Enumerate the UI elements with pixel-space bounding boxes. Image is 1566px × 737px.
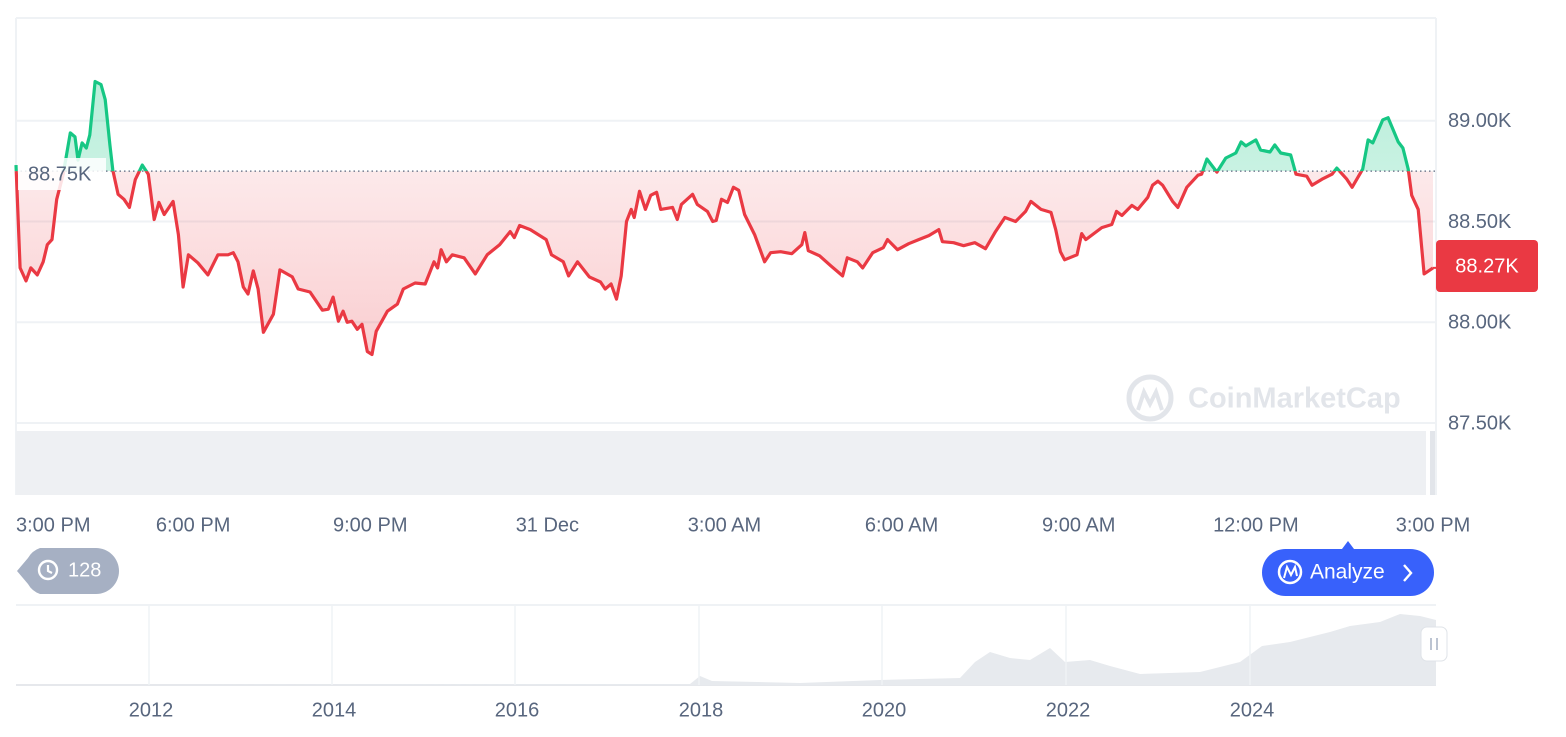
- analyze-icon: [1283, 564, 1298, 579]
- price-line-down: [14, 171, 1434, 357]
- analyze-label[interactable]: Analyze: [1310, 561, 1385, 584]
- navigator-label: 2020: [862, 699, 907, 721]
- navigator-label: 2014: [312, 699, 357, 721]
- grid: 87.50K 88.00K 88.50K 89.00K 3:00 PM 6:00 PM 9:…: [15, 110, 1512, 536]
- x-tick-label: 12:00 PM: [1213, 514, 1299, 536]
- x-tick-label: 9:00 AM: [1042, 514, 1115, 536]
- current-price-label: 88.27K: [1455, 255, 1519, 277]
- area-down: [16, 171, 1433, 355]
- y-tick-label: 89.00K: [1448, 110, 1512, 132]
- history-badge-bg[interactable]: [17, 548, 120, 594]
- watermark-text: CoinMarketCap: [1188, 383, 1401, 415]
- plot: [14, 79, 1436, 357]
- analyze-icon: [1277, 559, 1303, 585]
- analyze-button[interactable]: Analyze: [1262, 541, 1434, 596]
- x-tick-label: 9:00 PM: [333, 514, 407, 536]
- navigator-label: 2024: [1230, 699, 1275, 721]
- x-tick-label: 6:00 AM: [865, 514, 938, 536]
- x-tick-label: 3:00 PM: [16, 514, 90, 536]
- history-icon: [46, 565, 53, 574]
- watermark-logo: [1136, 386, 1164, 411]
- y-tick-label: 87.50K: [1448, 412, 1512, 434]
- y-tick-label: 88.50K: [1448, 211, 1512, 233]
- navigator-area: [16, 614, 1436, 685]
- navigator-label: 2022: [1046, 699, 1091, 721]
- x-tick-label: 31 Dec: [516, 514, 579, 536]
- reference-label: 88.75K: [28, 163, 92, 185]
- navigator-labels: 2012 2014 2016 2018 2020 2022 2024: [129, 605, 1275, 721]
- history-badge[interactable]: 128: [17, 548, 120, 594]
- navigator-handle[interactable]: [1420, 626, 1448, 662]
- history-icon: [37, 559, 59, 581]
- y-tick-label: 88.00K: [1448, 312, 1512, 334]
- navigator-label: 2016: [495, 699, 540, 721]
- analyze-button-bg[interactable]: [1262, 549, 1434, 596]
- watermark: CoinMarketCap: [1126, 374, 1401, 422]
- x-tick-label: 3:00 PM: [1396, 514, 1470, 536]
- analyze-chevron: [1403, 564, 1413, 582]
- volume-area: [1430, 431, 1435, 495]
- x-tick-label: 3:00 AM: [688, 514, 761, 536]
- current-price-tag: [1436, 240, 1538, 292]
- navigator-label: 2012: [129, 699, 174, 721]
- navigator-label: 2018: [679, 699, 724, 721]
- volume-area: [16, 431, 1426, 495]
- x-tick-label: 6:00 PM: [156, 514, 230, 536]
- reference-label-bg: [18, 158, 106, 190]
- analyze-pointer: [1342, 541, 1354, 549]
- watermark-logo: [1126, 374, 1174, 422]
- history-count: 128: [68, 559, 101, 581]
